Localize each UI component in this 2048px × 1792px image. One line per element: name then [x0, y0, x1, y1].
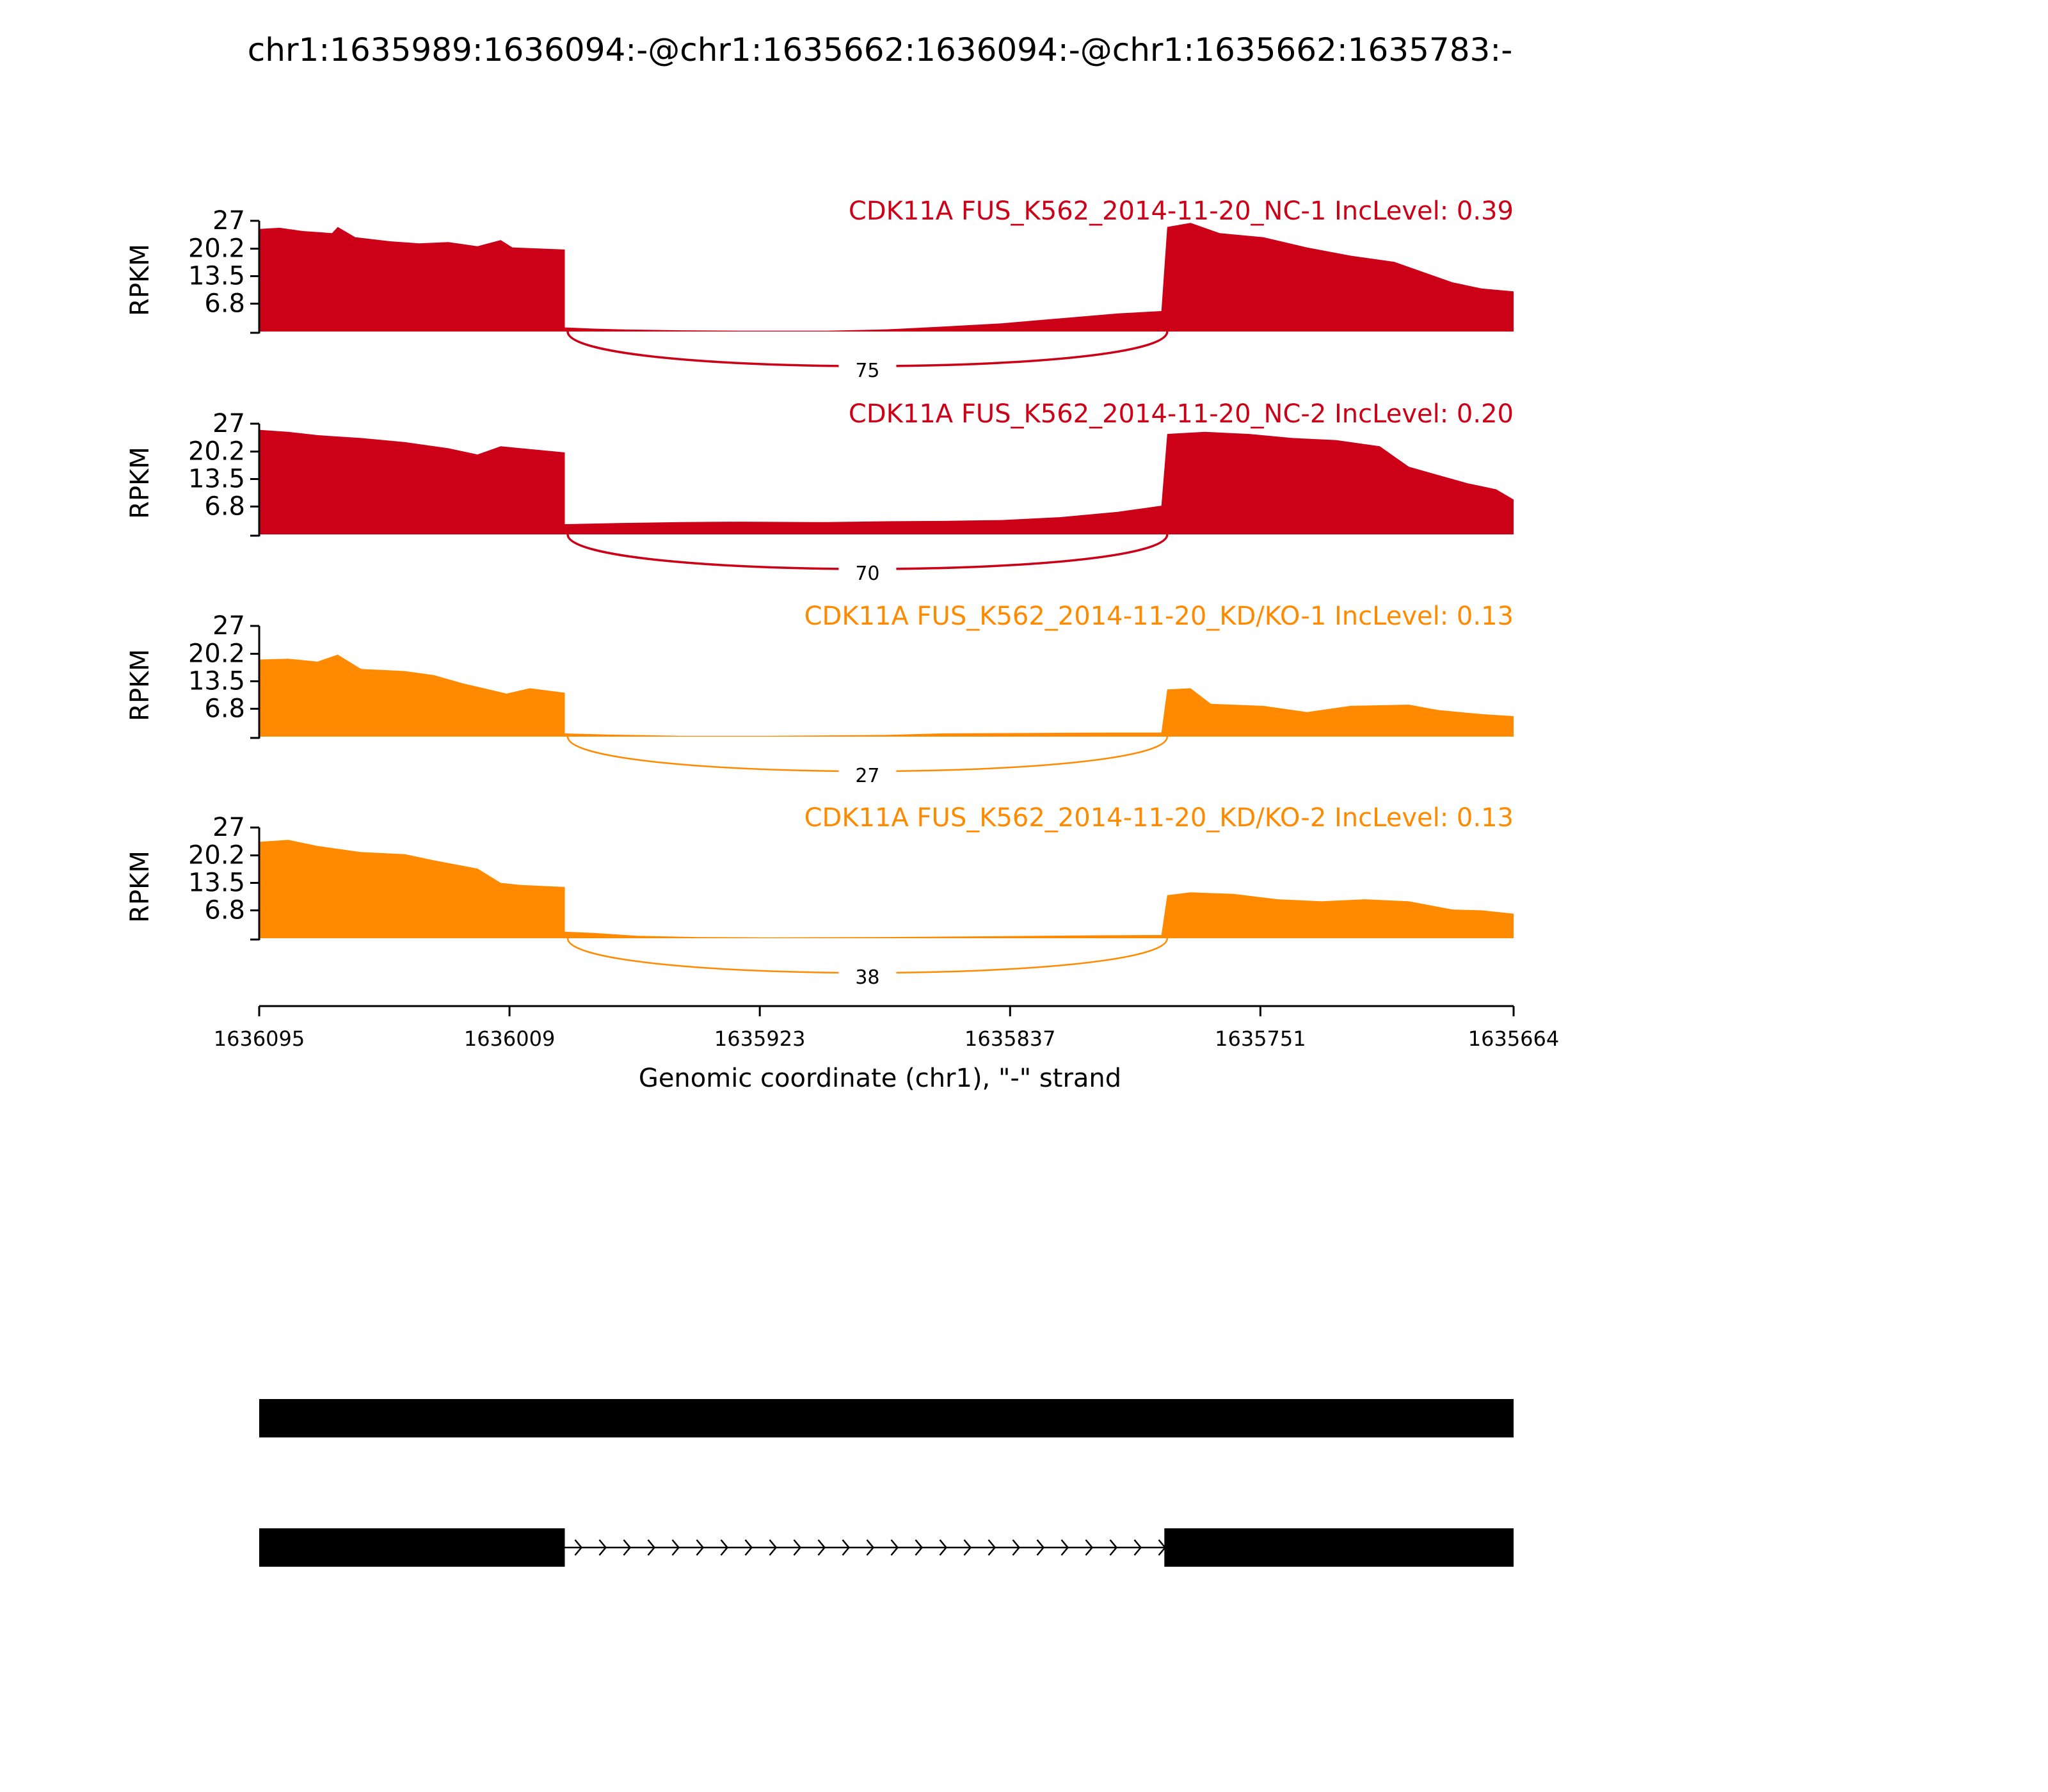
strand-arrow: [1085, 1539, 1094, 1556]
x-tick-label: 1636095: [214, 1027, 305, 1051]
exon: [259, 1399, 1514, 1437]
y-tick-label: 13.5: [188, 465, 245, 494]
isoform-inclusion: [259, 1399, 1514, 1437]
strand-arrow: [671, 1539, 680, 1556]
junction-count-label: 27: [855, 765, 879, 787]
y-tick-label: 6.8: [204, 492, 245, 521]
strand-arrow: [963, 1539, 972, 1556]
y-tick-label: 20.2: [188, 841, 245, 870]
strand-arrow: [866, 1539, 875, 1556]
y-tick-label: 6.8: [204, 289, 245, 318]
junction-count-label: 70: [855, 563, 879, 585]
isoform-skipping: [259, 1528, 1514, 1567]
coverage-area: [259, 840, 1514, 938]
strand-arrow: [696, 1539, 705, 1556]
x-tick-label: 1635664: [1468, 1027, 1560, 1051]
strand-arrow: [744, 1539, 753, 1556]
y-tick-label: 13.5: [188, 262, 245, 291]
strand-arrow: [769, 1539, 778, 1556]
x-tick-label: 1635837: [964, 1027, 1056, 1051]
strand-arrow: [1012, 1539, 1021, 1556]
strand-arrow: [1158, 1539, 1167, 1556]
track-label: CDK11A FUS_K562_2014-11-20_NC-2 IncLevel…: [849, 399, 1514, 429]
exon: [259, 1528, 565, 1567]
strand-arrow: [988, 1539, 996, 1556]
strand-arrow: [1109, 1539, 1118, 1556]
strand-arrow: [793, 1539, 802, 1556]
junction-count-label: 75: [855, 360, 879, 382]
y-tick-label: 20.2: [188, 234, 245, 264]
strand-arrow: [574, 1539, 583, 1556]
strand-arrow: [1060, 1539, 1069, 1556]
y-tick-label: 6.8: [204, 895, 245, 925]
y-axis-label: RPKM: [125, 851, 155, 923]
x-axis: 1636095 1636009 1635923 1635837 1635751 16356…: [214, 1005, 1560, 1051]
y-tick-label: 27: [212, 813, 245, 842]
x-tick-label: 1636009: [464, 1027, 556, 1051]
strand-arrow: [939, 1539, 948, 1556]
strand-arrow: [890, 1539, 899, 1556]
strand-arrow: [1036, 1539, 1045, 1556]
x-tick-label: 1635751: [1215, 1027, 1306, 1051]
junction-label-bg: [838, 559, 897, 584]
track-label: CDK11A FUS_K562_2014-11-20_KD/KO-1 IncLe…: [804, 602, 1514, 631]
track-label: CDK11A FUS_K562_2014-11-20_NC-1 IncLevel…: [849, 196, 1514, 226]
exon: [1164, 1528, 1514, 1567]
strand-arrow: [598, 1539, 607, 1556]
strand-arrow: [915, 1539, 924, 1556]
y-tick-label: 27: [212, 409, 245, 438]
y-axis-label: RPKM: [125, 447, 155, 519]
coverage-area: [259, 223, 1514, 332]
strand-arrow: [623, 1539, 632, 1556]
strand-arrow: [1133, 1539, 1142, 1556]
x-tick-label: 1635923: [714, 1027, 806, 1051]
y-axis-label: RPKM: [125, 649, 155, 721]
junction-label-bg: [838, 761, 897, 787]
y-tick-label: 13.5: [188, 667, 245, 696]
y-tick-label: 13.5: [188, 868, 245, 898]
y-tick-label: 6.8: [204, 694, 245, 723]
x-axis-label: Genomic coordinate (chr1), "-" strand: [639, 1064, 1121, 1093]
y-tick-label: 27: [212, 206, 245, 236]
y-tick-label: 20.2: [188, 639, 245, 669]
y-tick-label: 27: [212, 611, 245, 641]
y-tick-label: 20.2: [188, 437, 245, 467]
isoform-models: [259, 1399, 1514, 1567]
junction-label-bg: [838, 963, 897, 988]
strand-arrow: [647, 1539, 656, 1556]
strand-arrow: [817, 1539, 826, 1556]
coverage-area: [259, 654, 1514, 737]
strand-arrow: [720, 1539, 729, 1556]
strand-arrow: [842, 1539, 851, 1556]
track-label: CDK11A FUS_K562_2014-11-20_KD/KO-2 IncLe…: [804, 803, 1514, 833]
junction-count-label: 38: [855, 966, 879, 989]
junction-label-bg: [838, 356, 897, 381]
coverage-area: [259, 429, 1514, 534]
y-axis-label: RPKM: [125, 244, 155, 316]
figure-title: chr1:1635989:1636094:-@chr1:1635662:1636…: [248, 31, 1512, 68]
